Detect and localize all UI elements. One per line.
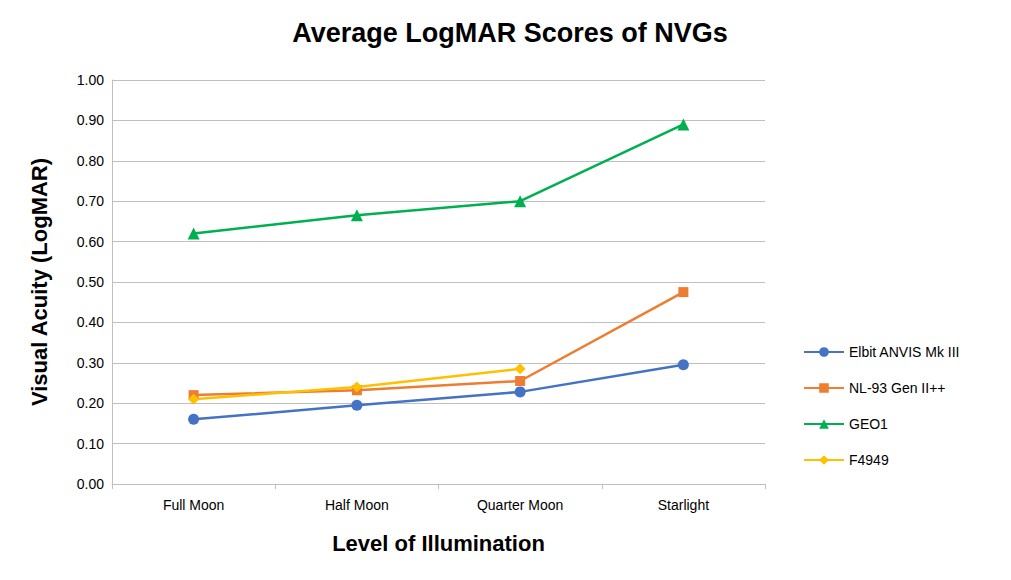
svg-text:0.60: 0.60 (77, 234, 104, 250)
svg-text:NL-93 Gen II++: NL-93 Gen II++ (849, 380, 946, 396)
svg-text:0.20: 0.20 (77, 395, 104, 411)
svg-text:Visual Acuity (LogMAR): Visual Acuity (LogMAR) (27, 158, 52, 406)
svg-text:0.70: 0.70 (77, 193, 104, 209)
svg-text:Average LogMAR Scores of NVGs: Average LogMAR Scores of NVGs (292, 18, 728, 48)
svg-text:Level of Illumination: Level of Illumination (332, 531, 545, 556)
svg-text:Half Moon: Half Moon (325, 497, 389, 513)
svg-text:0.80: 0.80 (77, 153, 104, 169)
svg-text:0.00: 0.00 (77, 476, 104, 492)
svg-text:0.50: 0.50 (77, 274, 104, 290)
svg-text:Quarter Moon: Quarter Moon (477, 497, 563, 513)
svg-text:F4949: F4949 (849, 452, 889, 468)
svg-text:0.90: 0.90 (77, 112, 104, 128)
svg-text:0.30: 0.30 (77, 355, 104, 371)
svg-text:1.00: 1.00 (77, 72, 104, 88)
svg-text:Starlight: Starlight (658, 497, 709, 513)
svg-text:GEO1: GEO1 (849, 416, 888, 432)
svg-text:0.10: 0.10 (77, 436, 104, 452)
svg-text:Full Moon: Full Moon (163, 497, 224, 513)
svg-text:Elbit ANVIS Mk III: Elbit ANVIS Mk III (849, 344, 959, 360)
svg-text:0.40: 0.40 (77, 314, 104, 330)
